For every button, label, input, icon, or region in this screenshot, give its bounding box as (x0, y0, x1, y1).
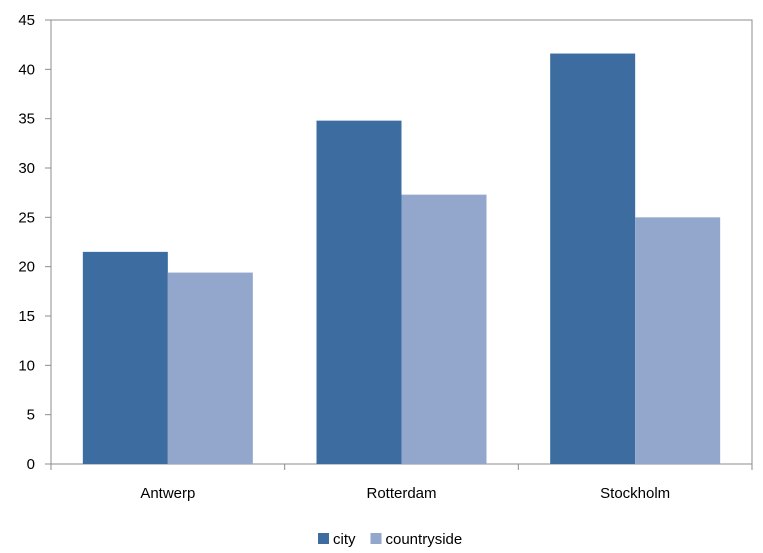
y-tick-label: 0 (27, 456, 35, 473)
x-tick-label: Stockholm (600, 485, 670, 502)
legend: city countryside (318, 531, 462, 548)
y-tick-label: 45 (18, 12, 35, 29)
x-tick-label: Antwerp (140, 485, 195, 502)
y-tick-label: 10 (18, 357, 35, 374)
y-tick-label: 25 (18, 209, 35, 226)
y-tick-label: 30 (18, 160, 35, 177)
bar-city-antwerp (82, 251, 168, 464)
legend-swatch-countryside (370, 533, 382, 544)
bars (82, 53, 721, 465)
x-tick-label: Rotterdam (366, 485, 436, 502)
bar-countryside-stockholm (635, 217, 721, 464)
y-tick-label: 5 (27, 407, 35, 424)
legend-label-countryside: countryside (386, 531, 463, 548)
y-tick-label: 20 (18, 259, 35, 276)
y-tick-label: 15 (18, 308, 35, 325)
legend-label-city: city (333, 531, 356, 548)
bar-city-rotterdam (316, 120, 402, 464)
y-tick-label: 35 (18, 111, 35, 128)
bar-city-stockholm (550, 53, 636, 465)
y-axis: 0 5 10 15 20 25 30 35 40 45 (18, 12, 51, 473)
legend-swatch-city (318, 533, 329, 544)
bar-countryside-rotterdam (401, 194, 487, 464)
x-axis: Antwerp Rotterdam Stockholm (50, 464, 753, 502)
y-tick-label: 40 (18, 61, 35, 78)
bar-countryside-antwerp (167, 272, 253, 464)
